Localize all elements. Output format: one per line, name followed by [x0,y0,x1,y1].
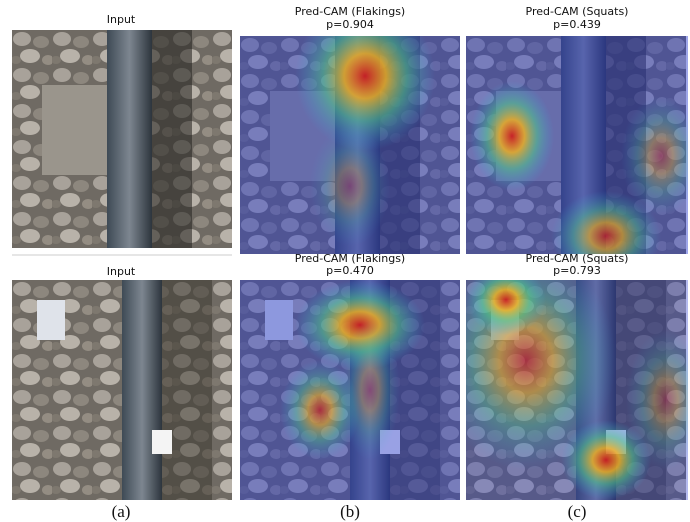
input-image [12,280,232,500]
column-caption: (a) [112,502,131,521]
cam-image [466,36,690,281]
figure: Input Input (a) Pred-CAM (Flakings) p=0.… [0,0,690,522]
cell-title: Pred-CAM (Squats) [526,5,629,18]
column-caption: (b) [340,502,360,521]
cell-title: Input [107,265,136,278]
cam-image [240,280,460,500]
cell-score: p=0.470 [326,264,374,277]
cam-image [436,250,690,500]
cell-title: Input [107,13,136,26]
cell-score: p=0.904 [326,18,374,31]
cell-title: Pred-CAM (Flakings) [295,5,405,18]
column-caption: (c) [568,502,587,521]
cam-image [240,1,460,254]
cell-score: p=0.439 [553,18,601,31]
cell-score: p=0.793 [553,264,601,277]
input-image [12,30,232,248]
